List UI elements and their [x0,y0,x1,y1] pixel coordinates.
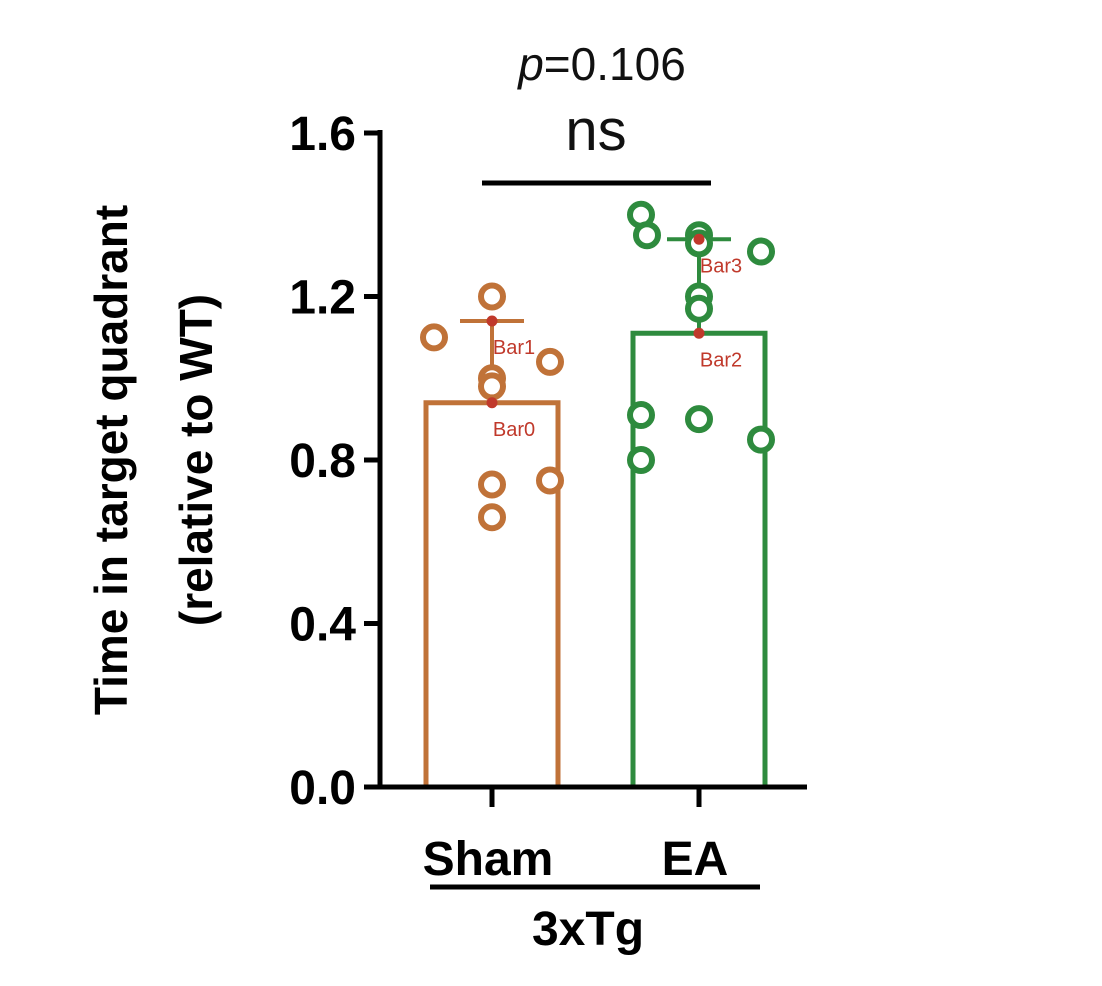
x-ticks: Sham EA [423,787,729,886]
bar-ea [630,330,768,787]
data-point [478,372,506,401]
marker-label-bar2: Bar2 [700,349,742,371]
x-tick-label-ea: EA [662,833,729,886]
y-tick-label: 0.0 [289,762,356,815]
p-symbol: p [516,38,544,90]
data-point [536,466,564,495]
data-point [478,470,506,499]
marker-dot-bar2 [693,327,705,339]
y-tick-label: 1.6 [289,108,356,161]
marker-label-bar1: Bar1 [493,337,535,359]
bar-sham [423,400,561,787]
y-axis-title-line1: Time in target quadrant [85,205,137,715]
points-layer [420,200,775,532]
group-label: 3xTg [532,903,644,956]
p-value-text: =0.106 [544,38,686,90]
bars-layer [423,330,768,787]
y-tick-label: 1.2 [289,272,356,325]
marker-dot-bar1 [486,315,498,327]
marker-label-bar0: Bar0 [493,419,535,441]
p-value: p=0.106 [516,38,686,90]
significance-label: ns [565,98,626,163]
data-point [747,237,775,266]
y-ticks: 0.0 0.4 0.8 1.2 1.6 [289,108,380,815]
data-point [633,221,661,250]
data-point [420,323,448,352]
y-axis-title-line2: (relative to WT) [170,294,222,626]
data-point [747,425,775,454]
data-point [627,446,655,474]
data-point [536,347,564,376]
y-axis-title: Time in target quadrant (relative to WT) [85,205,222,715]
y-tick-label: 0.8 [289,435,356,488]
marker-dot-bar3 [693,233,705,245]
x-tick-label-sham: Sham [423,833,554,886]
data-point [478,503,506,532]
data-point [685,405,713,434]
data-point [478,282,506,311]
y-tick-label: 0.4 [289,599,356,652]
marker-label-bar3: Bar3 [700,255,742,277]
data-point [627,401,655,430]
marker-dot-bar0 [486,397,498,409]
markers-layer: Bar0 Bar1 Bar2 Bar3 [486,233,742,441]
data-point [685,294,713,323]
